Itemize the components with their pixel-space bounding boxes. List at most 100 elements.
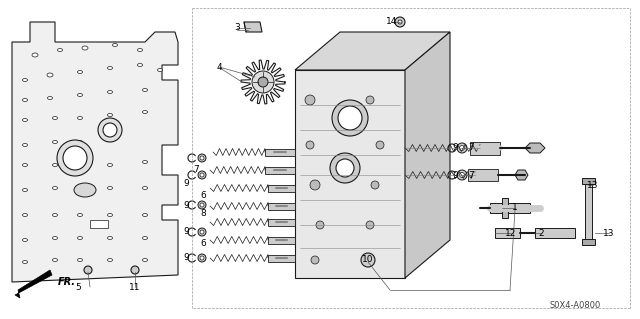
- Text: 1: 1: [512, 204, 518, 212]
- Circle shape: [200, 203, 204, 207]
- Text: FR.: FR.: [58, 277, 76, 287]
- Ellipse shape: [52, 258, 58, 262]
- Ellipse shape: [108, 187, 113, 189]
- Ellipse shape: [77, 213, 83, 217]
- Circle shape: [57, 140, 93, 176]
- Circle shape: [198, 154, 206, 162]
- Ellipse shape: [108, 258, 113, 262]
- Ellipse shape: [143, 187, 147, 189]
- Circle shape: [460, 145, 465, 151]
- Ellipse shape: [77, 70, 83, 73]
- Ellipse shape: [52, 164, 58, 167]
- Circle shape: [361, 253, 375, 267]
- Ellipse shape: [52, 187, 58, 189]
- Circle shape: [200, 256, 204, 260]
- Text: 6: 6: [200, 239, 206, 248]
- Text: 6: 6: [200, 191, 206, 201]
- Text: 9: 9: [183, 227, 189, 236]
- Text: 9: 9: [183, 254, 189, 263]
- Circle shape: [103, 123, 117, 137]
- Circle shape: [371, 181, 379, 189]
- Polygon shape: [525, 143, 545, 153]
- Ellipse shape: [22, 118, 28, 122]
- Circle shape: [336, 159, 354, 177]
- Text: 9: 9: [452, 170, 458, 180]
- Ellipse shape: [22, 78, 28, 81]
- Bar: [265, 167, 295, 174]
- Ellipse shape: [143, 160, 147, 164]
- Polygon shape: [405, 32, 450, 278]
- Circle shape: [366, 221, 374, 229]
- Ellipse shape: [52, 236, 58, 240]
- Polygon shape: [15, 270, 52, 298]
- Circle shape: [310, 180, 320, 190]
- Text: 13: 13: [604, 228, 615, 238]
- Circle shape: [316, 221, 324, 229]
- Circle shape: [252, 71, 274, 93]
- Polygon shape: [585, 178, 592, 245]
- Polygon shape: [502, 198, 508, 218]
- Ellipse shape: [82, 46, 88, 50]
- Polygon shape: [495, 228, 520, 238]
- Ellipse shape: [22, 164, 28, 167]
- Circle shape: [457, 170, 467, 180]
- Text: 14: 14: [387, 18, 397, 26]
- Ellipse shape: [143, 236, 147, 240]
- Circle shape: [198, 228, 206, 236]
- Ellipse shape: [143, 110, 147, 114]
- Ellipse shape: [22, 239, 28, 241]
- Circle shape: [305, 95, 315, 105]
- Ellipse shape: [77, 116, 83, 120]
- Ellipse shape: [22, 189, 28, 191]
- Circle shape: [460, 173, 465, 177]
- Circle shape: [398, 20, 402, 24]
- Text: 4: 4: [216, 63, 222, 71]
- Ellipse shape: [77, 258, 83, 262]
- Circle shape: [200, 230, 204, 234]
- Ellipse shape: [108, 138, 113, 142]
- Circle shape: [200, 156, 204, 160]
- Ellipse shape: [143, 258, 147, 262]
- Ellipse shape: [77, 164, 83, 167]
- Ellipse shape: [52, 213, 58, 217]
- Bar: [268, 203, 295, 210]
- Circle shape: [131, 266, 139, 274]
- Polygon shape: [244, 22, 262, 32]
- Polygon shape: [295, 70, 405, 278]
- Text: 2: 2: [538, 228, 544, 238]
- Ellipse shape: [108, 114, 113, 116]
- Circle shape: [338, 106, 362, 130]
- Text: S0X4-A0800: S0X4-A0800: [549, 300, 600, 309]
- Bar: [475, 172, 495, 178]
- Ellipse shape: [22, 99, 28, 101]
- Text: 8: 8: [200, 209, 206, 218]
- Circle shape: [376, 141, 384, 149]
- Polygon shape: [515, 170, 528, 180]
- Circle shape: [198, 171, 206, 179]
- Ellipse shape: [22, 144, 28, 146]
- Text: 10: 10: [362, 256, 374, 264]
- Ellipse shape: [77, 140, 83, 144]
- Polygon shape: [468, 169, 498, 181]
- Ellipse shape: [108, 236, 113, 240]
- Circle shape: [306, 141, 314, 149]
- Polygon shape: [582, 239, 595, 245]
- Text: 9: 9: [183, 202, 189, 211]
- Bar: [268, 219, 295, 226]
- Polygon shape: [582, 178, 595, 184]
- Bar: [265, 149, 295, 155]
- Ellipse shape: [52, 116, 58, 120]
- Ellipse shape: [108, 66, 113, 70]
- Ellipse shape: [113, 43, 118, 47]
- Circle shape: [84, 266, 92, 274]
- Ellipse shape: [138, 48, 143, 51]
- Circle shape: [330, 153, 360, 183]
- Polygon shape: [490, 203, 530, 213]
- Ellipse shape: [22, 261, 28, 263]
- Bar: [268, 236, 295, 243]
- Bar: [268, 184, 295, 191]
- Circle shape: [395, 17, 405, 27]
- Polygon shape: [12, 22, 178, 282]
- Bar: [480, 145, 500, 151]
- Text: 7: 7: [193, 166, 199, 174]
